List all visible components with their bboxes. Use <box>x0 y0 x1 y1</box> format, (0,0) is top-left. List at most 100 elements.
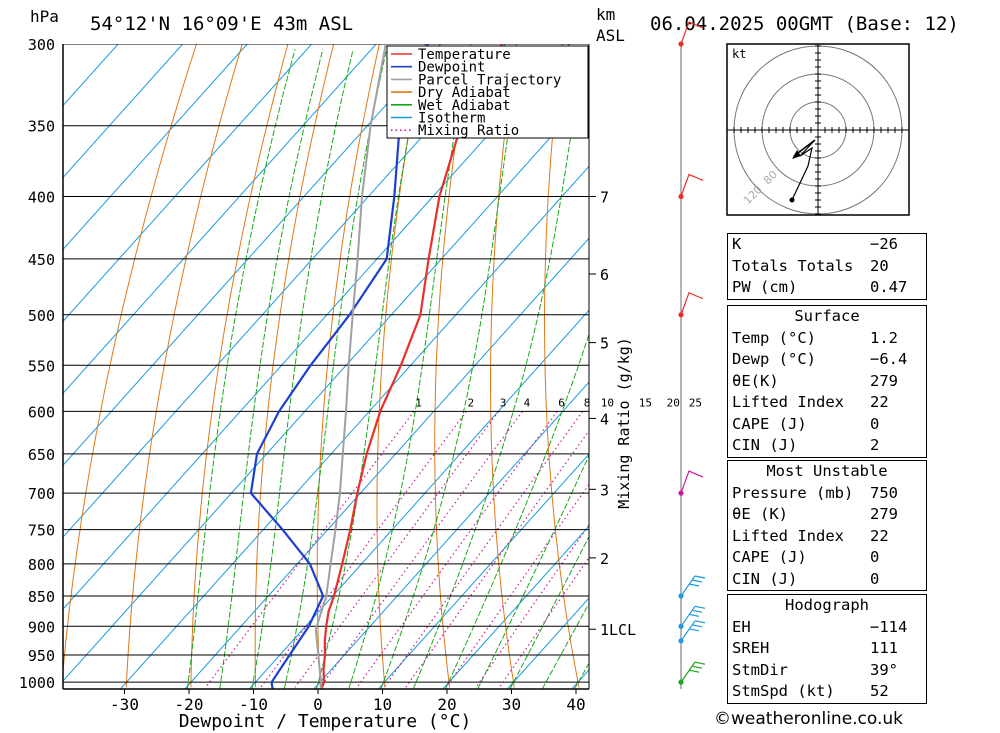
legend-label: Temperature <box>418 47 511 63</box>
x-axis-title: Dewpoint / Temperature (°C) <box>179 711 472 732</box>
wind-barb-tick <box>688 583 700 587</box>
mixing-ratio-label: 20 <box>667 396 680 409</box>
wind-barb <box>680 605 706 627</box>
chart-grid <box>63 44 589 689</box>
height-tick-label: 2 <box>600 550 609 568</box>
mixing-ratio-label: 15 <box>639 396 652 409</box>
index-value: 52 <box>870 682 889 700</box>
mixing-ratio-label: 1 <box>415 396 422 409</box>
height-tick-label: 6 <box>600 266 609 284</box>
pressure-tick-label: 650 <box>28 446 55 464</box>
mixing-ratio-label: 25 <box>689 396 702 409</box>
wind-barb <box>680 470 704 494</box>
wet-adiabat-line <box>444 332 589 689</box>
isotherm-line <box>63 44 313 323</box>
isotherm-line <box>313 381 589 689</box>
index-row: SREH 111 <box>732 638 922 660</box>
mixing-ratio-label: 3 <box>500 396 507 409</box>
pressure-tick-label: 800 <box>28 556 55 574</box>
isotherm-line <box>63 93 589 682</box>
indices-surface: Surface Temp (°C) 1.2 Dewp (°C) −6.4 θE(K) 279… <box>727 305 927 458</box>
legend-label: Wet Adiabat <box>418 98 511 114</box>
index-label: PW (cm) <box>732 278 798 296</box>
wind-barb-staff <box>680 661 696 683</box>
index-value: 750 <box>870 483 898 502</box>
isotherm-line <box>63 44 506 538</box>
wind-profile <box>678 21 706 689</box>
isotherm-line <box>248 309 589 689</box>
chart-axes: 1 2 3 4 6 8 10 15 20 2530035040045050055060065070… <box>19 36 702 714</box>
wind-barb <box>680 661 706 683</box>
series-temperature <box>320 44 503 689</box>
wet-adiabat-line <box>251 49 354 689</box>
index-label: Lifted Index <box>732 526 844 545</box>
wind-barb-tick <box>694 575 706 579</box>
wet-adiabat-line <box>186 49 296 689</box>
mixing-ratio-line <box>260 411 467 688</box>
height-tick-label: 4 <box>600 410 609 428</box>
km-label: km <box>596 5 615 24</box>
index-row: CIN (J) 2 <box>732 435 922 457</box>
x-tick-label: -10 <box>239 695 268 714</box>
index-row: PW (cm) 0.47 <box>732 277 922 299</box>
storm-motion-arrowhead <box>792 150 801 159</box>
location-title: 54°12'N 16°09'E 43m ASL <box>90 13 353 35</box>
dry-adiabat-line <box>63 44 197 677</box>
legend-label: Dewpoint <box>418 60 485 76</box>
wind-barb <box>680 575 706 597</box>
index-label: CIN (J) <box>732 436 798 454</box>
wet-adiabat-line <box>412 49 584 689</box>
pressure-tick-label: 450 <box>28 251 55 269</box>
index-row: Pressure (mb) 750 <box>732 483 922 505</box>
series-parcel-trajectory <box>314 44 387 689</box>
pressure-tick-label: 900 <box>28 618 55 636</box>
index-value: 111 <box>870 639 898 657</box>
copyright-footer[interactable]: ©weatheronline.co.uk <box>714 709 904 729</box>
wind-barb <box>680 620 706 642</box>
index-label: StmDir <box>732 660 788 679</box>
x-tick-label: 0 <box>313 695 323 714</box>
x-tick-label: -20 <box>175 695 204 714</box>
wind-barb <box>680 173 704 197</box>
x-tick-label: 40 <box>566 695 585 714</box>
index-label: CAPE (J) <box>732 414 807 433</box>
index-value: 22 <box>870 526 889 545</box>
mixing-ratio-line <box>498 556 589 688</box>
hodograph-trace <box>791 139 816 201</box>
wind-barb-tick <box>691 609 703 613</box>
dry-adiabat-line <box>376 44 426 688</box>
legend-label: Mixing Ratio <box>418 123 519 139</box>
pressure-tick-label: 600 <box>28 403 55 421</box>
indices-hodograph: Hodograph EH −114 SREH 111 StmDir 39° StmSpd (k… <box>727 594 927 704</box>
indices-general: K −26 Totals Totals 20 PW (cm) 0.47 <box>727 233 927 300</box>
wind-barb-tick <box>691 665 703 669</box>
mixing-ratio-line <box>383 411 584 688</box>
dry-adiabat-line <box>125 44 243 688</box>
index-value: 0.47 <box>870 278 908 296</box>
index-value: 39° <box>870 660 898 679</box>
index-value: 0 <box>870 414 880 433</box>
wind-barb-tick <box>691 624 703 628</box>
height-tick-label: 7 <box>600 188 609 206</box>
index-row: Lifted Index 22 <box>732 392 922 414</box>
isotherm-line <box>377 453 589 689</box>
pressure-tick-label: 750 <box>28 522 55 540</box>
index-value: −6.4 <box>870 350 908 368</box>
wind-barb-tick <box>694 620 706 624</box>
wind-barb-flag <box>680 291 704 315</box>
index-value: 279 <box>870 505 898 523</box>
index-row: StmDir 39° <box>732 660 922 682</box>
wind-barb-tick <box>688 613 700 617</box>
wind-barb-staff <box>680 575 696 597</box>
index-label: K <box>732 235 742 253</box>
mixing-ratio-label: 4 <box>524 396 531 409</box>
isotherm-line <box>63 44 248 251</box>
isotherm-line <box>442 525 589 689</box>
index-label: Temp (°C) <box>732 328 816 347</box>
index-value: 279 <box>870 371 898 390</box>
index-label: StmSpd (kt) <box>732 682 835 700</box>
index-row: Totals Totals 20 <box>732 256 922 278</box>
series-dewpoint <box>249 44 429 689</box>
wet-adiabat-line <box>541 602 589 689</box>
